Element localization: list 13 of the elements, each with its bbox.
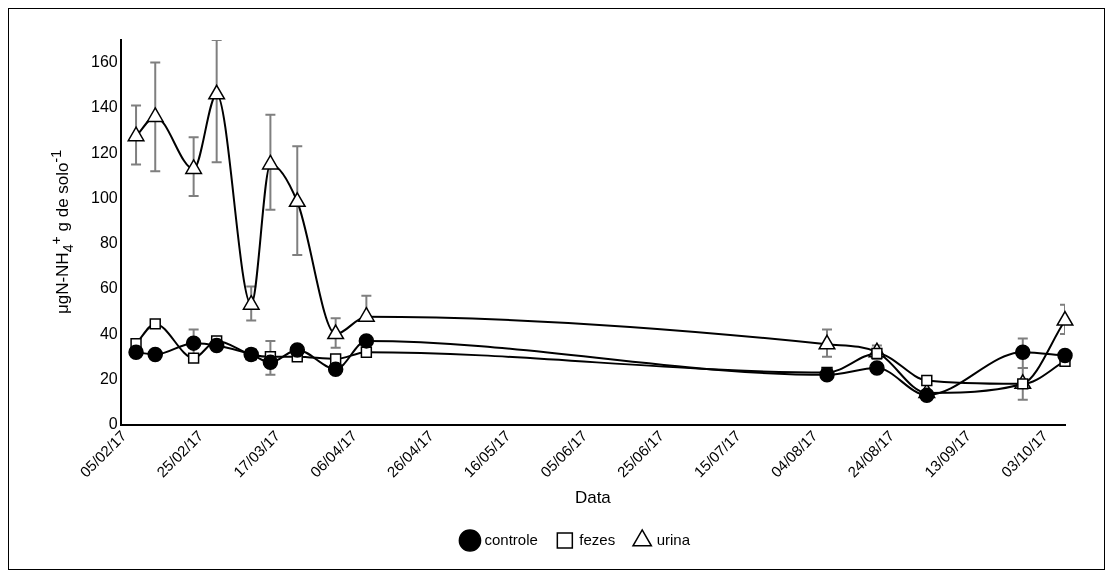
y-tick-label: 140	[90, 98, 118, 116]
y-tick-label: 0	[108, 414, 118, 432]
legend-label: urina	[656, 530, 691, 548]
y-tick-label: 20	[99, 369, 118, 387]
legend-label: fezes	[579, 530, 616, 548]
x-axis-title: Data	[574, 488, 612, 508]
legend-label: controle	[484, 530, 538, 548]
y-tick-label: 160	[90, 53, 118, 71]
y-tick-label: 120	[90, 143, 118, 161]
y-tick-label: 80	[99, 234, 118, 252]
y-tick-label: 100	[90, 188, 118, 206]
y-tick-label: 40	[99, 324, 118, 342]
y-tick-label: 60	[99, 279, 118, 297]
